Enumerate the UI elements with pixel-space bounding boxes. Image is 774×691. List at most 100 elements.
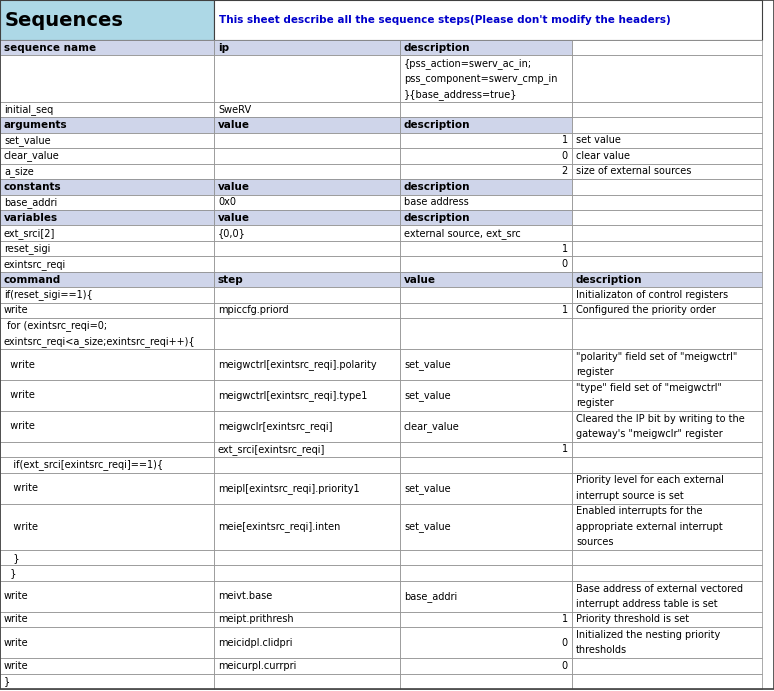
Bar (572, 658, 762, 674)
Bar (572, 627, 762, 658)
Text: description: description (576, 274, 642, 285)
Bar (400, 287, 572, 303)
Text: 2: 2 (562, 167, 568, 176)
Bar (214, 674, 400, 689)
Bar (214, 225, 400, 241)
Bar (400, 627, 572, 658)
Bar (400, 658, 572, 674)
Bar (400, 442, 572, 457)
Bar (400, 195, 572, 210)
Bar (214, 287, 400, 303)
Bar (0, 442, 214, 457)
Bar (572, 349, 762, 380)
Text: write: write (4, 661, 29, 671)
Text: set_value: set_value (404, 390, 450, 401)
Text: }: } (4, 553, 19, 562)
Bar (400, 565, 572, 581)
Text: thresholds: thresholds (576, 645, 627, 655)
Bar (572, 55, 762, 102)
Text: Priority threshold is set: Priority threshold is set (576, 614, 689, 625)
Bar (214, 179, 400, 195)
Bar (0, 565, 214, 581)
Bar (214, 380, 400, 411)
Bar (400, 674, 572, 689)
Text: write: write (4, 591, 29, 601)
Bar (0, 674, 214, 689)
Bar (0, 349, 214, 380)
Bar (0, 581, 214, 612)
Text: command: command (4, 274, 61, 285)
Text: description: description (404, 213, 471, 223)
Bar (400, 612, 572, 627)
Bar (214, 349, 400, 380)
Bar (400, 179, 572, 195)
Bar (214, 40, 400, 55)
Bar (0, 117, 214, 133)
Text: description: description (404, 43, 471, 53)
Bar (572, 148, 762, 164)
Bar (214, 148, 400, 164)
Text: Initializaton of control registers: Initializaton of control registers (576, 290, 728, 300)
Text: Enabled interrupts for the: Enabled interrupts for the (576, 507, 703, 516)
Bar (0, 0, 214, 40)
Bar (214, 133, 400, 148)
Text: register: register (576, 398, 614, 408)
Text: ip: ip (218, 43, 229, 53)
Bar (572, 318, 762, 349)
Text: external source, ext_src: external source, ext_src (404, 228, 521, 238)
Bar (214, 627, 400, 658)
Bar (572, 457, 762, 473)
Bar (400, 225, 572, 241)
Text: ext_srci[exintsrc_reqi]: ext_srci[exintsrc_reqi] (218, 444, 325, 455)
Text: Initialized the nesting priority: Initialized the nesting priority (576, 630, 721, 640)
Bar (214, 241, 400, 256)
Text: meivt.base: meivt.base (218, 591, 272, 601)
Text: set_value: set_value (404, 521, 450, 532)
Text: meipt.prithresh: meipt.prithresh (218, 614, 293, 625)
Bar (572, 195, 762, 210)
Text: pss_component=swerv_cmp_in: pss_component=swerv_cmp_in (404, 73, 557, 84)
Bar (0, 612, 214, 627)
Text: reset_sigi: reset_sigi (4, 243, 50, 254)
Text: "type" field set of "meigwctrl": "type" field set of "meigwctrl" (576, 383, 722, 392)
Text: value: value (218, 182, 250, 192)
Text: meigwctrl[exintsrc_reqi].type1: meigwctrl[exintsrc_reqi].type1 (218, 390, 368, 401)
Bar (0, 473, 214, 504)
Text: 0x0: 0x0 (218, 197, 236, 207)
Text: description: description (404, 182, 471, 192)
Text: write: write (4, 359, 35, 370)
Bar (0, 102, 214, 117)
Text: }: } (4, 568, 16, 578)
Bar (0, 179, 214, 195)
Text: {0,0}: {0,0} (218, 228, 246, 238)
Bar (572, 40, 762, 55)
Bar (572, 179, 762, 195)
Text: {pss_action=swerv_ac_in;: {pss_action=swerv_ac_in; (404, 58, 533, 68)
Text: write: write (4, 522, 38, 532)
Text: value: value (218, 120, 250, 130)
Bar (400, 148, 572, 164)
Text: value: value (218, 213, 250, 223)
Text: 1: 1 (562, 305, 568, 315)
Bar (400, 411, 572, 442)
Text: SweRV: SweRV (218, 104, 251, 115)
Text: base_addri: base_addri (4, 197, 57, 208)
Text: interrupt source is set: interrupt source is set (576, 491, 683, 501)
Bar (400, 55, 572, 102)
Bar (400, 457, 572, 473)
Bar (214, 457, 400, 473)
Text: write: write (4, 638, 29, 647)
Text: a_size: a_size (4, 166, 34, 177)
Bar (572, 303, 762, 318)
Bar (214, 504, 400, 550)
Text: value: value (404, 274, 436, 285)
Bar (400, 349, 572, 380)
Bar (214, 210, 400, 225)
Bar (572, 272, 762, 287)
Bar (214, 117, 400, 133)
Text: Cleared the IP bit by writing to the: Cleared the IP bit by writing to the (576, 414, 745, 424)
Text: exintsrc_reqi: exintsrc_reqi (4, 258, 67, 269)
Bar (0, 148, 214, 164)
Bar (214, 164, 400, 179)
Bar (572, 117, 762, 133)
